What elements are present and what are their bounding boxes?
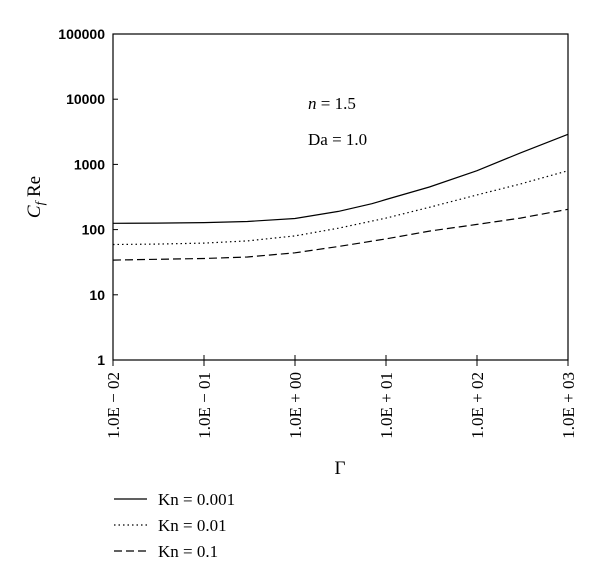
x-tick-label: 1.0E − 02	[104, 372, 123, 439]
y-tick-label: 10000	[66, 91, 105, 107]
annotation-da: Da = 1.0	[308, 130, 367, 149]
annotation-n: n = 1.5	[308, 94, 356, 113]
x-axis-label: Γ	[335, 458, 346, 479]
series-line-2	[112, 208, 569, 261]
y-tick-label: 1	[97, 352, 105, 368]
y-axis-label-rest: Re	[24, 176, 45, 202]
legend-label: Kn = 0.001	[158, 490, 235, 509]
series-line-0	[112, 133, 569, 224]
legend-label: Kn = 0.01	[158, 516, 227, 535]
y-axis-label-sub: f	[32, 199, 47, 205]
y-tick-label: 1000	[74, 156, 105, 172]
x-tick-label: 1.0E − 01	[195, 372, 214, 439]
x-tick-label: 1.0E + 00	[286, 372, 305, 439]
legend-label: Kn = 0.1	[158, 542, 218, 561]
plot-frame	[112, 33, 569, 361]
y-axis-label-main: C	[24, 205, 45, 218]
y-tick-label: 10	[89, 287, 105, 303]
annotation-n-value: = 1.5	[317, 94, 356, 113]
x-tick-label: 1.0E + 03	[559, 372, 578, 439]
series-line-1	[112, 170, 569, 246]
y-tick-label: 100	[82, 222, 106, 238]
annotation-n-symbol: n	[308, 94, 317, 113]
y-tick-label: 100000	[58, 26, 105, 42]
y-axis-label: Cf Re	[24, 176, 47, 218]
x-tick-label: 1.0E + 01	[377, 372, 396, 439]
x-axis: 1.0E − 02 1.0E − 01 1.0E + 00 1.0E + 01 1.0E…	[104, 355, 578, 439]
series-layer	[112, 133, 569, 261]
legend: Kn = 0.001 Kn = 0.01 Kn = 0.1	[114, 490, 235, 561]
y-axis: 1 10 100 1000 10000 100000	[58, 26, 118, 368]
x-tick-label: 1.0E + 02	[468, 372, 487, 439]
